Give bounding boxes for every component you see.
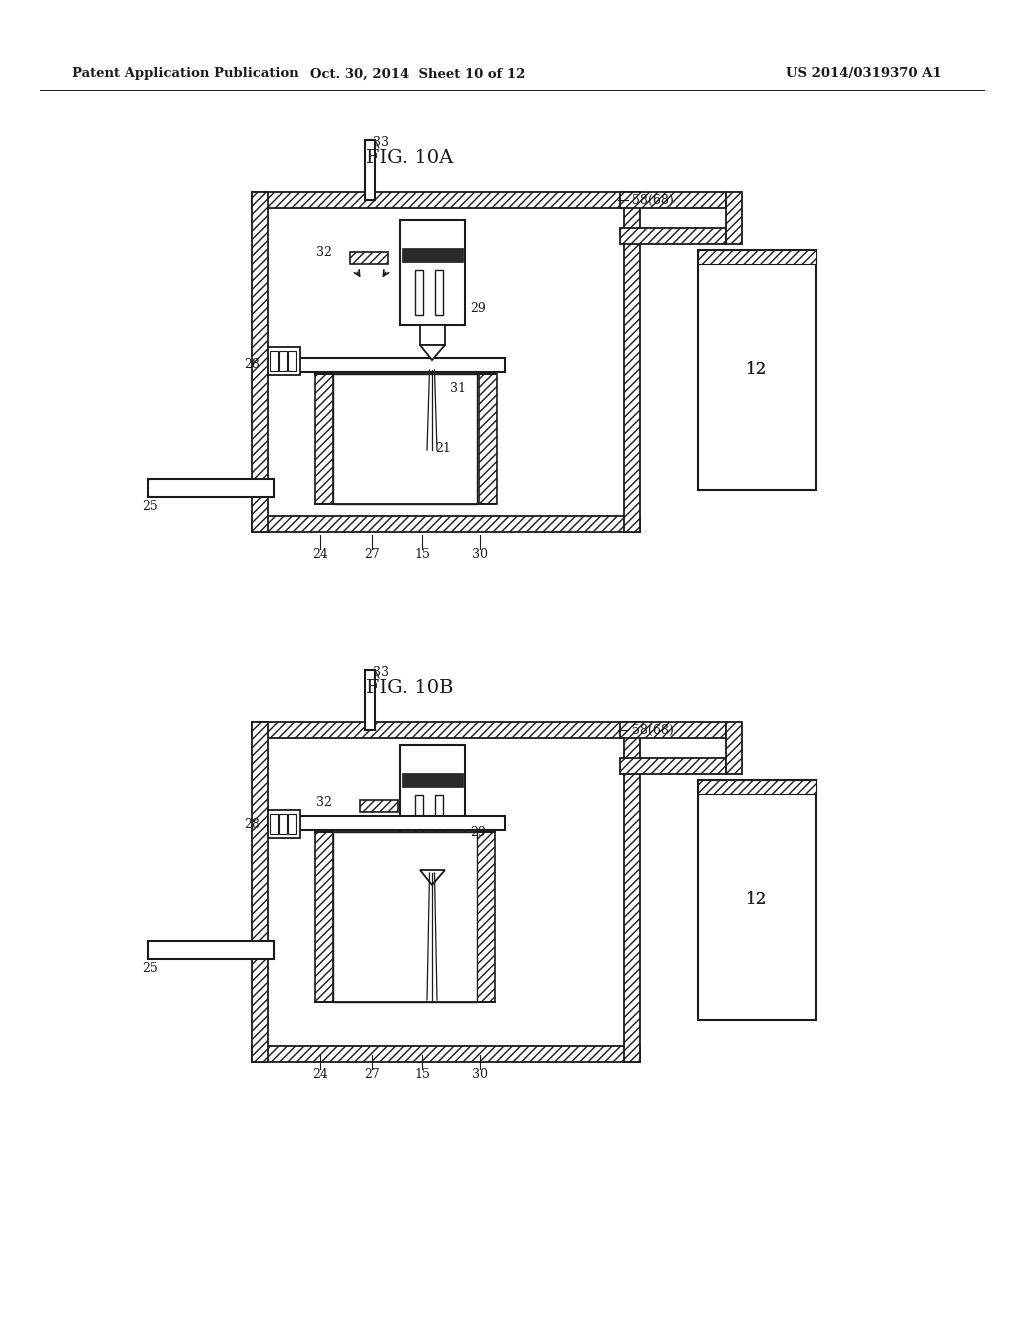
Text: 31: 31 — [450, 381, 466, 395]
Bar — [315, 832, 333, 1002]
Bar — [270, 351, 278, 371]
Bar — [333, 832, 477, 1002]
Text: 28: 28 — [244, 359, 260, 371]
Bar — [252, 722, 268, 1063]
Text: Patent Application Publication: Patent Application Publication — [72, 67, 299, 81]
Bar — [415, 795, 423, 840]
Bar — [620, 191, 726, 209]
Text: 12: 12 — [746, 891, 768, 908]
Bar — [270, 814, 278, 834]
Bar — [477, 832, 495, 1002]
Text: 15: 15 — [414, 1068, 430, 1081]
Bar — [400, 220, 465, 325]
Bar — [295, 816, 505, 830]
Bar — [698, 249, 816, 264]
Bar — [295, 358, 505, 372]
Text: 58(68): 58(68) — [632, 194, 674, 206]
Text: 25: 25 — [142, 961, 158, 974]
Text: 25: 25 — [142, 499, 158, 512]
Text: 32: 32 — [316, 246, 332, 259]
Text: FIG. 10A: FIG. 10A — [367, 149, 454, 168]
Bar — [624, 191, 640, 532]
Bar — [698, 780, 816, 795]
Bar — [268, 347, 300, 375]
Text: FIG. 10B: FIG. 10B — [367, 678, 454, 697]
Bar — [360, 800, 398, 812]
Bar — [333, 374, 477, 504]
Bar — [252, 191, 640, 209]
Polygon shape — [420, 345, 445, 360]
Text: 29: 29 — [470, 826, 485, 840]
Text: 21: 21 — [435, 441, 451, 454]
Bar — [435, 795, 443, 840]
Text: US 2014/0319370 A1: US 2014/0319370 A1 — [786, 67, 942, 81]
Bar — [252, 1045, 640, 1063]
Bar — [435, 271, 443, 315]
Bar — [288, 351, 296, 371]
Bar — [624, 722, 640, 1063]
Text: 12: 12 — [746, 362, 768, 379]
Text: 30: 30 — [472, 1068, 488, 1081]
Text: 27: 27 — [365, 549, 380, 561]
Text: 32: 32 — [316, 796, 332, 808]
Bar — [350, 252, 388, 264]
Bar — [252, 191, 268, 532]
Bar — [620, 758, 726, 774]
Bar — [252, 722, 640, 738]
Bar — [400, 744, 465, 850]
Text: 58(68): 58(68) — [632, 723, 674, 737]
Bar — [279, 814, 287, 834]
Bar — [726, 722, 742, 774]
Bar — [620, 722, 726, 738]
Text: 30: 30 — [472, 549, 488, 561]
Bar — [252, 516, 640, 532]
Bar — [479, 374, 497, 504]
Bar — [420, 850, 445, 870]
Text: Oct. 30, 2014  Sheet 10 of 12: Oct. 30, 2014 Sheet 10 of 12 — [310, 67, 525, 81]
Bar — [698, 249, 816, 490]
Text: 24: 24 — [312, 549, 328, 561]
Text: 29: 29 — [470, 301, 485, 314]
Bar — [279, 351, 287, 371]
Bar — [402, 248, 463, 261]
Bar — [365, 140, 375, 201]
Bar — [420, 325, 445, 345]
Bar — [698, 780, 816, 1020]
Bar — [268, 810, 300, 838]
Text: 24: 24 — [312, 1068, 328, 1081]
Text: 27: 27 — [365, 1068, 380, 1081]
Bar — [415, 271, 423, 315]
Text: 28: 28 — [244, 818, 260, 832]
Text: 12: 12 — [746, 362, 768, 379]
Polygon shape — [420, 870, 445, 884]
Bar — [288, 814, 296, 834]
Bar — [402, 774, 463, 787]
Text: 33: 33 — [373, 667, 389, 680]
Bar — [148, 479, 274, 498]
Bar — [365, 671, 375, 730]
Bar — [315, 374, 333, 504]
Bar — [726, 191, 742, 244]
Text: 15: 15 — [414, 549, 430, 561]
Bar — [620, 228, 726, 244]
Bar — [148, 941, 274, 960]
Text: 12: 12 — [746, 891, 768, 908]
Text: 33: 33 — [373, 136, 389, 149]
